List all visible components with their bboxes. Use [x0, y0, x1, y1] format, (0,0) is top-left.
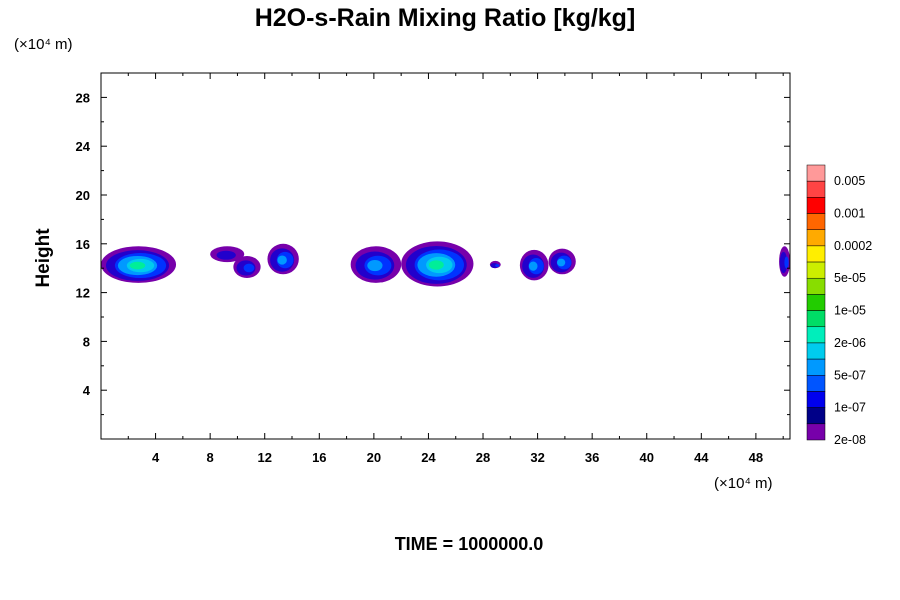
colorbar-swatch: [806, 261, 826, 279]
colorbar-label: 5e-05: [834, 271, 866, 285]
cloud-cell: [489, 260, 501, 269]
colorbar-label: 0.0002: [834, 239, 872, 253]
y-tick-label: 16: [76, 237, 90, 252]
x-tick-label: 32: [530, 450, 544, 465]
colorbar-label: 1e-05: [834, 304, 866, 318]
colorbar-swatch: [806, 342, 826, 360]
cloud-contour: [367, 260, 383, 272]
y-tick-label: 8: [83, 334, 90, 349]
cloud-cell: [519, 249, 549, 281]
plot-frame: [100, 72, 791, 440]
cloud-contour: [129, 261, 146, 270]
cloud-contour: [495, 264, 500, 267]
y-tick-label: 4: [83, 383, 91, 398]
colorbar-swatch: [806, 294, 826, 311]
cloud-contour: [277, 255, 287, 265]
colorbar: 0.005 0.001 0.0002 5e-05 1e-05 2e-06 5e-07 1e-0…: [806, 164, 872, 447]
x-tick-label: 40: [640, 450, 654, 465]
time-label: TIME = 1000000.0: [395, 534, 544, 554]
colorbar-label: 0.005: [834, 174, 865, 188]
colorbar-label: 1e-07: [834, 401, 866, 415]
x-tick-label: 48: [749, 450, 763, 465]
x-tick-label: 44: [694, 450, 709, 465]
x-tick-label: 36: [585, 450, 599, 465]
cloud-cell: [401, 241, 474, 287]
colorbar-swatch: [806, 326, 826, 344]
colorbar-swatch: [806, 197, 826, 214]
x-axis-unit: (×10⁴ m): [714, 475, 773, 492]
x-tick-label: 12: [257, 450, 271, 465]
cloud-cell: [267, 243, 299, 275]
cloud-cell: [350, 246, 402, 283]
colorbar-swatch: [806, 245, 826, 263]
x-tick-label: 16: [312, 450, 326, 465]
colorbar-swatch: [806, 391, 826, 408]
cloud-contour: [779, 251, 788, 274]
y-tick-label: 28: [76, 90, 90, 105]
x-tick-label: 4: [152, 450, 160, 465]
x-axis-ticks: 4 8 12 16 20 24 28 32 36 40 44 48: [127, 73, 784, 465]
y-tick-label: 20: [76, 188, 90, 203]
chart-title: H2O-s-Rain Mixing Ratio [kg/kg]: [255, 4, 636, 32]
y-tick-label: 24: [76, 139, 91, 154]
colorbar-label: 0.001: [834, 207, 865, 221]
cloud-field: [101, 241, 791, 287]
cloud-cell: [101, 246, 177, 283]
colorbar-swatch: [806, 423, 826, 441]
y-axis-unit: (×10⁴ m): [14, 36, 73, 53]
colorbar-swatch: [806, 180, 826, 198]
cloud-contour: [528, 261, 538, 271]
colorbar-swatch: [806, 277, 826, 295]
cloud-contour: [243, 263, 255, 273]
colorbar-label: 2e-08: [834, 433, 866, 447]
cloud-cell: [779, 246, 791, 277]
cloud-cell: [210, 246, 245, 263]
x-tick-label: 8: [207, 450, 214, 465]
y-tick-label: 12: [76, 286, 90, 301]
cloud-cell: [548, 248, 576, 275]
y-axis-ticks: 4 8 12 16 20 24 28: [76, 90, 790, 416]
x-tick-label: 20: [367, 450, 381, 465]
x-tick-label: 24: [421, 450, 436, 465]
cloud-cell: [233, 256, 261, 278]
colorbar-label: 5e-07: [834, 368, 866, 382]
x-tick-label: 28: [476, 450, 490, 465]
cloud-contour: [428, 260, 444, 270]
colorbar-swatch: [806, 229, 826, 247]
cloud-contour: [557, 258, 566, 267]
colorbar-swatch: [806, 358, 826, 376]
y-axis-label: Height: [33, 228, 54, 288]
colorbar-label: 2e-06: [834, 336, 866, 350]
colorbar-swatch: [806, 213, 826, 230]
colorbar-swatch: [806, 164, 826, 182]
colorbar-swatch: [806, 310, 826, 328]
colorbar-swatch: [806, 375, 826, 392]
cloud-contour: [216, 250, 236, 260]
colorbar-swatch: [806, 407, 826, 425]
cloud-contour: [490, 262, 499, 269]
cloud-contour: [784, 256, 789, 269]
